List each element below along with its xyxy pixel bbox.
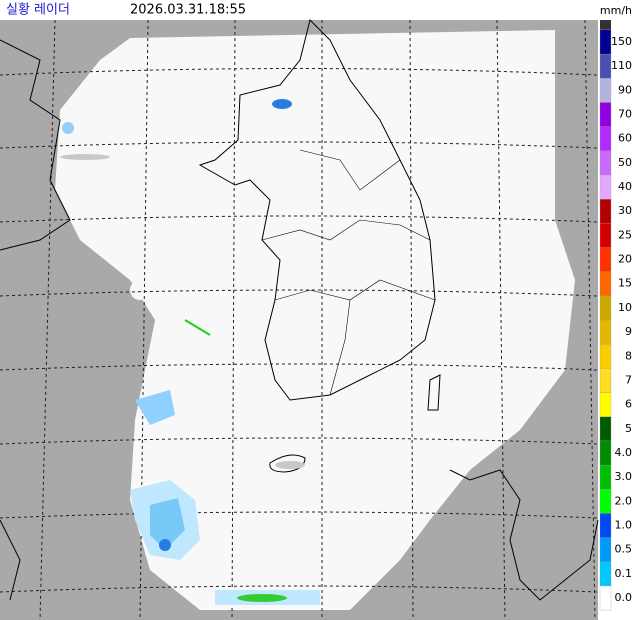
timestamp: 2026.03.31.18:55 bbox=[130, 3, 246, 18]
legend-swatch bbox=[599, 440, 612, 466]
legend-swatch bbox=[599, 561, 612, 587]
legend-swatch bbox=[599, 102, 612, 127]
legend-swatch bbox=[599, 537, 612, 562]
legend-label: 15 bbox=[618, 277, 632, 290]
radar-coverage bbox=[55, 30, 575, 610]
province-borders bbox=[261, 149, 436, 396]
legend: 0.0 0.1 0.5 1.0 2.0 3.0 4.0 5 6 7 8 9 10 15 20 25 30 40 50… bbox=[599, 20, 633, 611]
legend-swatch bbox=[599, 223, 612, 248]
unit: mm/h bbox=[600, 4, 632, 17]
coastline bbox=[0, 19, 599, 601]
legend-swatch bbox=[599, 78, 612, 103]
legend-label: 6 bbox=[625, 398, 632, 411]
title: 실황 레이더 bbox=[6, 3, 70, 18]
legend-swatch bbox=[599, 295, 612, 321]
legend-swatch bbox=[599, 174, 612, 200]
legend-label: 70 bbox=[618, 108, 632, 121]
legend-swatch bbox=[599, 513, 612, 538]
legend-swatch bbox=[599, 392, 612, 417]
legend-swatch bbox=[599, 53, 612, 79]
legend-label: 25 bbox=[618, 228, 632, 241]
legend-label: 0.1 bbox=[615, 567, 633, 580]
legend-label: 8 bbox=[625, 349, 632, 362]
legend-label: 40 bbox=[618, 180, 632, 193]
legend-label: 90 bbox=[618, 83, 632, 96]
legend-label: 2.0 bbox=[615, 494, 633, 507]
legend-label: 4.0 bbox=[615, 446, 633, 459]
legend-swatch bbox=[599, 368, 612, 393]
legend-label: 110 bbox=[611, 59, 632, 72]
legend-swatch bbox=[599, 489, 612, 514]
legend-swatch bbox=[599, 29, 612, 55]
legend-label: 0.0 bbox=[615, 591, 633, 604]
map-area bbox=[0, 19, 599, 620]
legend-swatch bbox=[599, 416, 612, 442]
legend-label: 30 bbox=[618, 204, 632, 217]
legend-label: 5 bbox=[625, 422, 632, 435]
legend-swatch bbox=[599, 247, 612, 272]
legend-swatch bbox=[599, 150, 612, 176]
legend-swatch bbox=[599, 585, 612, 611]
legend-label: 150 bbox=[611, 35, 632, 48]
legend-label: 50 bbox=[618, 156, 632, 169]
legend-swatch bbox=[599, 126, 612, 151]
legend-label: 10 bbox=[618, 301, 632, 314]
legend-label: 9 bbox=[625, 325, 632, 338]
legend-swatch bbox=[599, 344, 612, 369]
precipitation bbox=[60, 99, 320, 605]
legend-swatch bbox=[599, 319, 612, 345]
legend-label: 0.5 bbox=[615, 543, 633, 556]
legend-top bbox=[600, 20, 611, 30]
legend-swatch bbox=[599, 464, 612, 490]
legend-label: 1.0 bbox=[615, 518, 633, 531]
legend-swatch bbox=[599, 198, 612, 224]
legend-label: 20 bbox=[618, 253, 632, 266]
legend-label: 7 bbox=[625, 373, 632, 386]
grid bbox=[0, 19, 599, 620]
legend-label: 3.0 bbox=[615, 470, 633, 483]
legend-label: 60 bbox=[618, 132, 632, 145]
legend-swatch bbox=[599, 271, 612, 296]
